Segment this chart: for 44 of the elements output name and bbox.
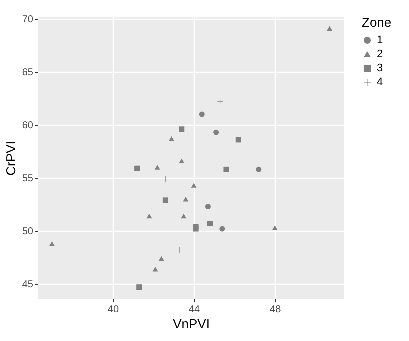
- point: [224, 166, 230, 172]
- x-tick-label: 48: [270, 304, 282, 316]
- point: [154, 165, 160, 170]
- point: [49, 242, 55, 246]
- x-tick-label: 40: [108, 304, 120, 316]
- point: [218, 99, 224, 105]
- legend-label: 3: [377, 62, 384, 74]
- point: [134, 166, 140, 172]
- point: [183, 196, 189, 202]
- point: [179, 126, 185, 132]
- point: [158, 256, 164, 262]
- y-tick-label: 50: [22, 226, 34, 238]
- point: [146, 214, 152, 219]
- legend-label: 2: [377, 48, 384, 60]
- point: [169, 136, 174, 142]
- y-tick-label: 45: [22, 280, 34, 291]
- legend-title: Zone: [362, 15, 392, 30]
- point: [181, 214, 187, 219]
- y-tick-label: 55: [22, 174, 34, 185]
- y-tick-label: 70: [22, 14, 34, 26]
- legend-label: 4: [377, 76, 384, 88]
- point: [220, 226, 226, 232]
- y-tick-label: 60: [22, 120, 34, 132]
- y-axis-title: CrPVI: [3, 141, 18, 176]
- x-tick-label: 44: [188, 304, 201, 316]
- point: [256, 166, 262, 172]
- point: [136, 284, 142, 290]
- point: [191, 183, 197, 188]
- point: [199, 112, 205, 118]
- point: [236, 137, 242, 143]
- legend-label: 1: [377, 34, 384, 46]
- point: [327, 26, 333, 32]
- x-axis-title: VnPVI: [173, 316, 210, 332]
- point: [162, 198, 168, 204]
- point: [210, 246, 216, 252]
- y-tick-label: 65: [22, 68, 34, 79]
- point: [214, 130, 220, 136]
- point: [152, 266, 158, 272]
- point: [179, 158, 185, 164]
- point: [272, 226, 278, 230]
- point: [208, 220, 213, 226]
- point: [162, 176, 168, 182]
- point: [205, 204, 211, 210]
- point: [177, 247, 183, 253]
